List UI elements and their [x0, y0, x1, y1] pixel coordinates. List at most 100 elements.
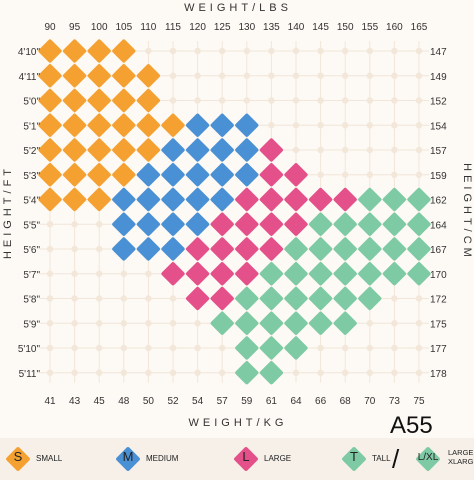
empty-cell: [391, 97, 398, 104]
empty-cell: [71, 221, 78, 228]
empty-cell: [268, 47, 275, 55]
empty-cell: [342, 146, 349, 154]
size-cell-small: [112, 163, 136, 187]
tick-cm: 162: [430, 196, 447, 207]
tick-kg: 48: [118, 396, 130, 407]
size-cell-small: [136, 88, 161, 113]
size-cell-tall: [259, 361, 284, 385]
empty-cell: [391, 295, 398, 302]
size-cell-large: [284, 187, 308, 212]
empty-cell: [96, 369, 103, 376]
size-cell-tall: [259, 286, 284, 311]
size-cell-small: [38, 187, 62, 212]
empty-cell: [391, 171, 398, 178]
size-cell-small: [112, 64, 136, 88]
empty-cell: [292, 369, 300, 376]
empty-cell: [292, 146, 300, 154]
size-cell-medium: [185, 138, 210, 162]
empty-cell: [145, 344, 152, 352]
tick-lbs: 115: [165, 22, 181, 33]
size-cell-medium: [235, 163, 259, 187]
size-cell-small: [62, 187, 87, 212]
size-cell-tall: [235, 311, 259, 335]
size-cell-small: [87, 88, 111, 113]
tick-kg: 73: [389, 396, 401, 407]
size-cell-tall: [308, 212, 333, 236]
tick-lbs: 90: [44, 22, 56, 33]
legend-lxl-label: LARGE XLARGE: [448, 448, 474, 466]
tick-cm: 152: [430, 97, 447, 108]
tick-kg: 43: [69, 396, 81, 407]
empty-cell: [292, 122, 300, 129]
size-cell-tall: [358, 212, 382, 236]
tick-lbs: 145: [312, 22, 329, 33]
size-cell-small: [112, 88, 136, 113]
size-cell-large: [333, 187, 357, 212]
size-cell-small: [62, 39, 87, 63]
size-cell-tall: [259, 336, 284, 360]
tick-kg: 54: [192, 396, 204, 407]
size-cell-medium: [235, 113, 259, 137]
empty-cell: [243, 97, 250, 104]
size-cell-medium: [112, 237, 136, 261]
size-cell-large: [259, 237, 284, 261]
empty-cell: [366, 320, 373, 327]
empty-cell: [169, 72, 177, 79]
size-cell-small: [62, 163, 87, 187]
empty-cell: [71, 270, 78, 277]
size-cell-large: [210, 286, 234, 311]
empty-cell: [415, 320, 423, 327]
legend-slash: /: [392, 444, 400, 474]
size-cell-tall: [382, 262, 407, 286]
size-cell-tall: [382, 212, 407, 236]
size-cell-tall: [308, 286, 333, 311]
legend-small-label: SMALL: [36, 454, 63, 463]
size-cell-small: [38, 88, 62, 113]
size-cell-small: [136, 113, 161, 137]
empty-cell: [71, 320, 78, 327]
tick-lbs: 100: [91, 22, 108, 33]
size-cell-tall: [382, 237, 407, 261]
empty-cell: [317, 369, 324, 376]
empty-cell: [194, 97, 201, 104]
size-cell-medium: [136, 187, 161, 212]
empty-cell: [120, 320, 128, 327]
empty-cell: [169, 344, 177, 352]
size-cell-medium: [210, 163, 234, 187]
tick-ft: 5'7": [23, 270, 40, 281]
empty-cell: [46, 245, 54, 253]
size-cell-tall: [284, 237, 308, 261]
size-cell-tall: [358, 286, 382, 311]
size-cell-tall: [333, 311, 357, 335]
size-cell-large: [308, 187, 333, 212]
empty-cell: [292, 72, 300, 79]
size-cell-small: [38, 113, 62, 137]
empty-cell: [317, 171, 324, 178]
size-cell-tall: [308, 262, 333, 286]
empty-cell: [219, 344, 226, 352]
size-cell-tall: [284, 336, 308, 360]
empty-cell: [415, 295, 423, 302]
empty-cell: [342, 72, 349, 79]
size-cell-tall: [284, 262, 308, 286]
size-cell-tall: [235, 336, 259, 360]
tick-cm: 157: [430, 146, 447, 157]
empty-cell: [366, 146, 373, 154]
size-cell-small: [112, 138, 136, 162]
legend-lxl-letter: L/XL: [417, 452, 439, 463]
empty-cell: [292, 47, 300, 55]
size-cell-small: [62, 138, 87, 162]
tick-kg: 52: [167, 396, 179, 407]
tick-lbs: 105: [115, 22, 132, 33]
legend-large-letter: L: [242, 449, 250, 464]
size-cell-large: [235, 262, 259, 286]
empty-cell: [268, 72, 275, 79]
size-cell-tall: [333, 237, 357, 261]
tick-lbs: 150: [337, 22, 354, 33]
tick-ft: 5'3": [23, 171, 40, 182]
size-cell-tall: [358, 187, 382, 212]
empty-cell: [415, 47, 423, 55]
size-chart: 90 95 100 105 110 115 120 125 130 135 140 145 150 155…: [2, 2, 473, 429]
size-cell-small: [38, 138, 62, 162]
tick-labels: 90 95 100 105 110 115 120 125 130 135 140 145 150 155…: [18, 22, 447, 407]
